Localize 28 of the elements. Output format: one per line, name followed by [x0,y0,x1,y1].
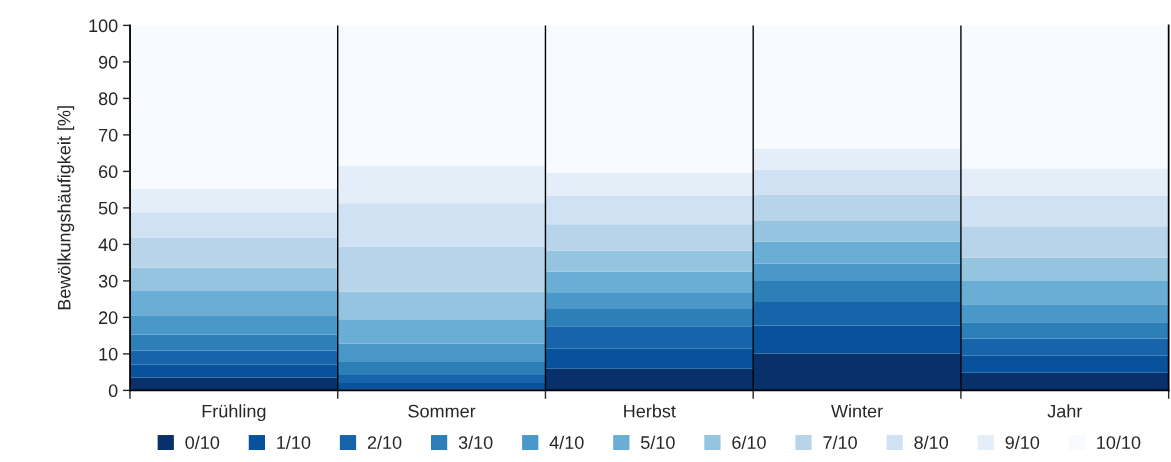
legend-label: 9/10 [1005,435,1040,449]
y-axis-title: Bewölkungshäufigkeit [%] [57,106,75,310]
legend-label: 1/10 [277,435,311,449]
legend-label: 5/10 [640,435,675,449]
legend-label: 7/10 [823,435,857,449]
legend-label: 6/10 [732,435,766,449]
x-tick-label: Jahr [1047,404,1083,418]
legend-label: 2/10 [367,435,402,449]
y-tick-label: 70 [99,128,118,142]
y-tick-label: 10 [99,347,118,361]
legend-label: 10/10 [1097,435,1141,449]
y-tick-label: 40 [98,238,118,252]
y-tick-label: 90 [98,55,118,69]
legend-label: 4/10 [549,435,584,449]
y-tick-label: 20 [99,311,118,325]
x-tick-label: Winter [831,404,883,418]
y-tick-label: 80 [98,92,118,106]
y-tick-label: 60 [99,165,118,179]
y-tick-label: 0 [108,384,118,398]
legend-label: 8/10 [914,435,949,449]
x-tick-label: Frühling [202,404,266,422]
legend-label: 3/10 [458,435,493,449]
x-tick-label: Herbst [624,404,676,418]
x-tick-label: Sommer [408,404,476,418]
y-tick-label: 30 [98,274,118,288]
y-tick-label: 100 [89,19,118,33]
y-tick-label: 50 [98,201,118,215]
legend-label: 0/10 [185,435,220,449]
